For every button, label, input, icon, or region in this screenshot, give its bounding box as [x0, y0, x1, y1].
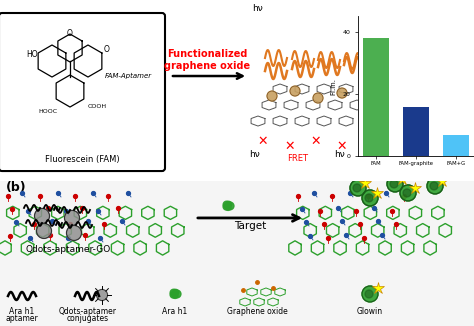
Text: Target: Target — [234, 221, 266, 231]
Circle shape — [170, 291, 177, 298]
Text: hν: hν — [253, 4, 264, 12]
Text: FAM-Aptamer: FAM-Aptamer — [104, 73, 152, 79]
Text: Ara h1: Ara h1 — [9, 307, 35, 317]
Circle shape — [64, 211, 80, 226]
Text: hν: hν — [250, 150, 260, 158]
Text: HOOC: HOOC — [38, 109, 57, 113]
Y-axis label: Fl.In.: Fl.In. — [331, 78, 337, 95]
Circle shape — [365, 194, 373, 202]
Circle shape — [400, 185, 416, 201]
Circle shape — [36, 223, 52, 238]
FancyBboxPatch shape — [0, 13, 165, 171]
Circle shape — [365, 290, 373, 298]
Circle shape — [223, 203, 230, 210]
Circle shape — [267, 91, 277, 101]
Circle shape — [173, 290, 181, 298]
Text: Graphene oxide: Graphene oxide — [227, 307, 287, 317]
Text: Qdots-aptamer-GO: Qdots-aptamer-GO — [26, 245, 110, 255]
Circle shape — [35, 208, 49, 223]
Text: aptamer: aptamer — [6, 315, 38, 323]
Circle shape — [353, 184, 361, 192]
Text: hν: hν — [335, 150, 346, 158]
Circle shape — [66, 226, 82, 241]
Text: O: O — [67, 28, 73, 37]
Circle shape — [390, 180, 398, 188]
Circle shape — [223, 201, 230, 208]
Circle shape — [172, 293, 178, 298]
Text: ✕: ✕ — [337, 140, 347, 153]
Circle shape — [427, 178, 443, 194]
Circle shape — [403, 189, 411, 197]
Circle shape — [173, 289, 179, 295]
Text: ✕: ✕ — [285, 140, 295, 153]
Circle shape — [430, 182, 438, 190]
Text: Glowin: Glowin — [357, 307, 383, 317]
Text: HO: HO — [26, 50, 38, 58]
Text: FRET: FRET — [288, 154, 309, 163]
Circle shape — [350, 180, 366, 196]
Circle shape — [226, 201, 232, 207]
Text: (b): (b) — [6, 182, 27, 194]
Text: O: O — [104, 45, 110, 53]
Circle shape — [97, 289, 108, 301]
Circle shape — [225, 205, 231, 210]
Text: ✕: ✕ — [311, 135, 321, 148]
Text: Functionalized
graphene oxide: Functionalized graphene oxide — [164, 49, 250, 71]
Circle shape — [337, 88, 347, 98]
Text: conjugates: conjugates — [67, 315, 109, 323]
Text: ✕: ✕ — [258, 135, 268, 148]
Circle shape — [226, 202, 234, 210]
Circle shape — [362, 286, 378, 302]
Circle shape — [313, 93, 323, 103]
Circle shape — [387, 176, 403, 192]
Text: COOH: COOH — [87, 104, 107, 109]
Text: Fluorescein (FAM): Fluorescein (FAM) — [45, 155, 119, 164]
Circle shape — [170, 289, 177, 296]
Circle shape — [362, 190, 378, 206]
Bar — [403, 107, 429, 156]
Bar — [443, 135, 469, 156]
Bar — [363, 38, 389, 156]
Circle shape — [290, 86, 300, 96]
Text: Qdots-aptamer: Qdots-aptamer — [59, 307, 117, 317]
Text: Ara h1: Ara h1 — [163, 307, 188, 317]
